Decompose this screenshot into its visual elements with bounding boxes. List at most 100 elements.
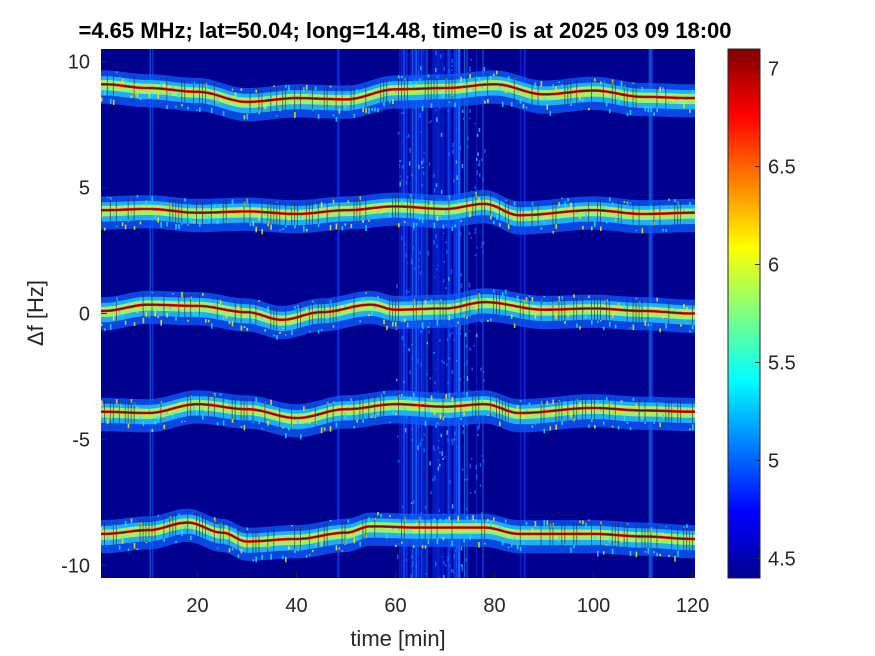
trace-speck — [130, 399, 133, 404]
trace-speck — [602, 421, 605, 425]
trace-speck — [210, 107, 213, 114]
trace-speck — [219, 204, 222, 207]
trace-speck — [671, 214, 673, 216]
trace-speck — [365, 292, 367, 294]
trace-speck — [365, 225, 367, 231]
trace-speck — [279, 109, 281, 112]
speckle — [419, 330, 422, 334]
trace-speck — [403, 221, 406, 224]
speckle — [406, 136, 408, 138]
trace-speck — [427, 74, 430, 78]
trace-speck — [231, 418, 234, 423]
trace-speck — [409, 527, 412, 533]
trace-speck — [389, 515, 391, 518]
trace-speck — [160, 81, 162, 88]
trace-speck — [490, 213, 492, 220]
trace-speck — [303, 225, 305, 232]
speckle — [401, 236, 403, 241]
trace-speck — [320, 541, 323, 547]
trace-speck — [457, 321, 459, 324]
speckle — [461, 468, 464, 471]
trace-speck — [148, 93, 151, 98]
trace-speck — [623, 416, 626, 422]
trace-speck — [594, 78, 596, 82]
trace-speck — [344, 304, 347, 309]
trace-speck — [249, 537, 252, 539]
speckle — [460, 546, 463, 551]
trace-speck — [222, 420, 225, 426]
trace-speck — [362, 298, 364, 303]
speckle — [411, 438, 414, 442]
trace-speck — [424, 420, 427, 427]
trace-speck — [457, 84, 459, 87]
speckle — [470, 458, 473, 460]
speckle — [438, 577, 441, 578]
trace-speck — [175, 540, 177, 543]
trace-speck — [154, 420, 157, 425]
trace-speck — [210, 397, 213, 399]
trace-speck — [490, 521, 492, 527]
trace-speck — [454, 532, 456, 535]
speckle — [466, 145, 469, 149]
trace-speck — [160, 528, 162, 534]
trace-speck — [237, 94, 240, 99]
trace-speck — [130, 95, 133, 98]
trace-speck — [139, 416, 142, 421]
trace-speck — [148, 408, 151, 413]
trace-speck — [246, 527, 249, 531]
speckle — [430, 491, 432, 494]
trace-speck — [386, 325, 388, 331]
trace-speck — [371, 414, 373, 418]
trace-speck — [187, 319, 189, 322]
trace-speck — [240, 325, 243, 331]
speckle — [473, 344, 475, 347]
trace-speck — [124, 521, 127, 527]
trace-speck — [662, 87, 664, 92]
trace-speck — [240, 88, 243, 91]
trace-speck — [109, 197, 112, 200]
speckle — [467, 136, 469, 141]
trace-speck — [362, 220, 364, 223]
trace-speck — [692, 207, 694, 212]
trace-speck — [641, 228, 644, 234]
trace-speck — [591, 417, 593, 422]
trace-speck — [320, 427, 323, 434]
trace-speck — [537, 419, 540, 421]
trace-speck — [665, 526, 667, 528]
trace-speck — [686, 307, 688, 312]
trace-speck — [101, 400, 103, 406]
speckle — [434, 391, 436, 393]
speckle — [448, 68, 450, 73]
trace-speck — [282, 327, 284, 329]
trace-speck — [656, 106, 658, 113]
trace-speck — [445, 209, 448, 216]
speckle — [461, 164, 464, 169]
trace-speck — [196, 311, 198, 316]
trace-speck — [335, 223, 338, 230]
trace-speck — [611, 425, 614, 428]
trace-speck — [305, 409, 308, 411]
trace-speck — [555, 86, 557, 91]
trace-speck — [418, 78, 421, 82]
speckle — [396, 283, 398, 289]
trace-speck — [308, 419, 311, 424]
trace-speck — [282, 427, 284, 429]
trace-speck — [237, 554, 240, 558]
trace-speck — [401, 541, 403, 544]
trace-speck — [300, 434, 302, 440]
trace-speck — [145, 200, 148, 206]
speckle — [469, 109, 471, 113]
trace-speck — [243, 115, 246, 120]
trace-speck — [496, 214, 498, 220]
trace-speck — [368, 107, 370, 114]
trace-speck — [644, 421, 647, 424]
trace-core-dark — [101, 301, 695, 321]
speckle — [447, 438, 449, 442]
trace-speck — [130, 306, 133, 310]
trace-speck — [617, 97, 620, 104]
trace-core-dark — [101, 83, 695, 103]
speckle — [399, 160, 401, 162]
trace-speck — [264, 329, 266, 332]
speckle — [454, 431, 456, 436]
trace-speck — [347, 93, 350, 96]
